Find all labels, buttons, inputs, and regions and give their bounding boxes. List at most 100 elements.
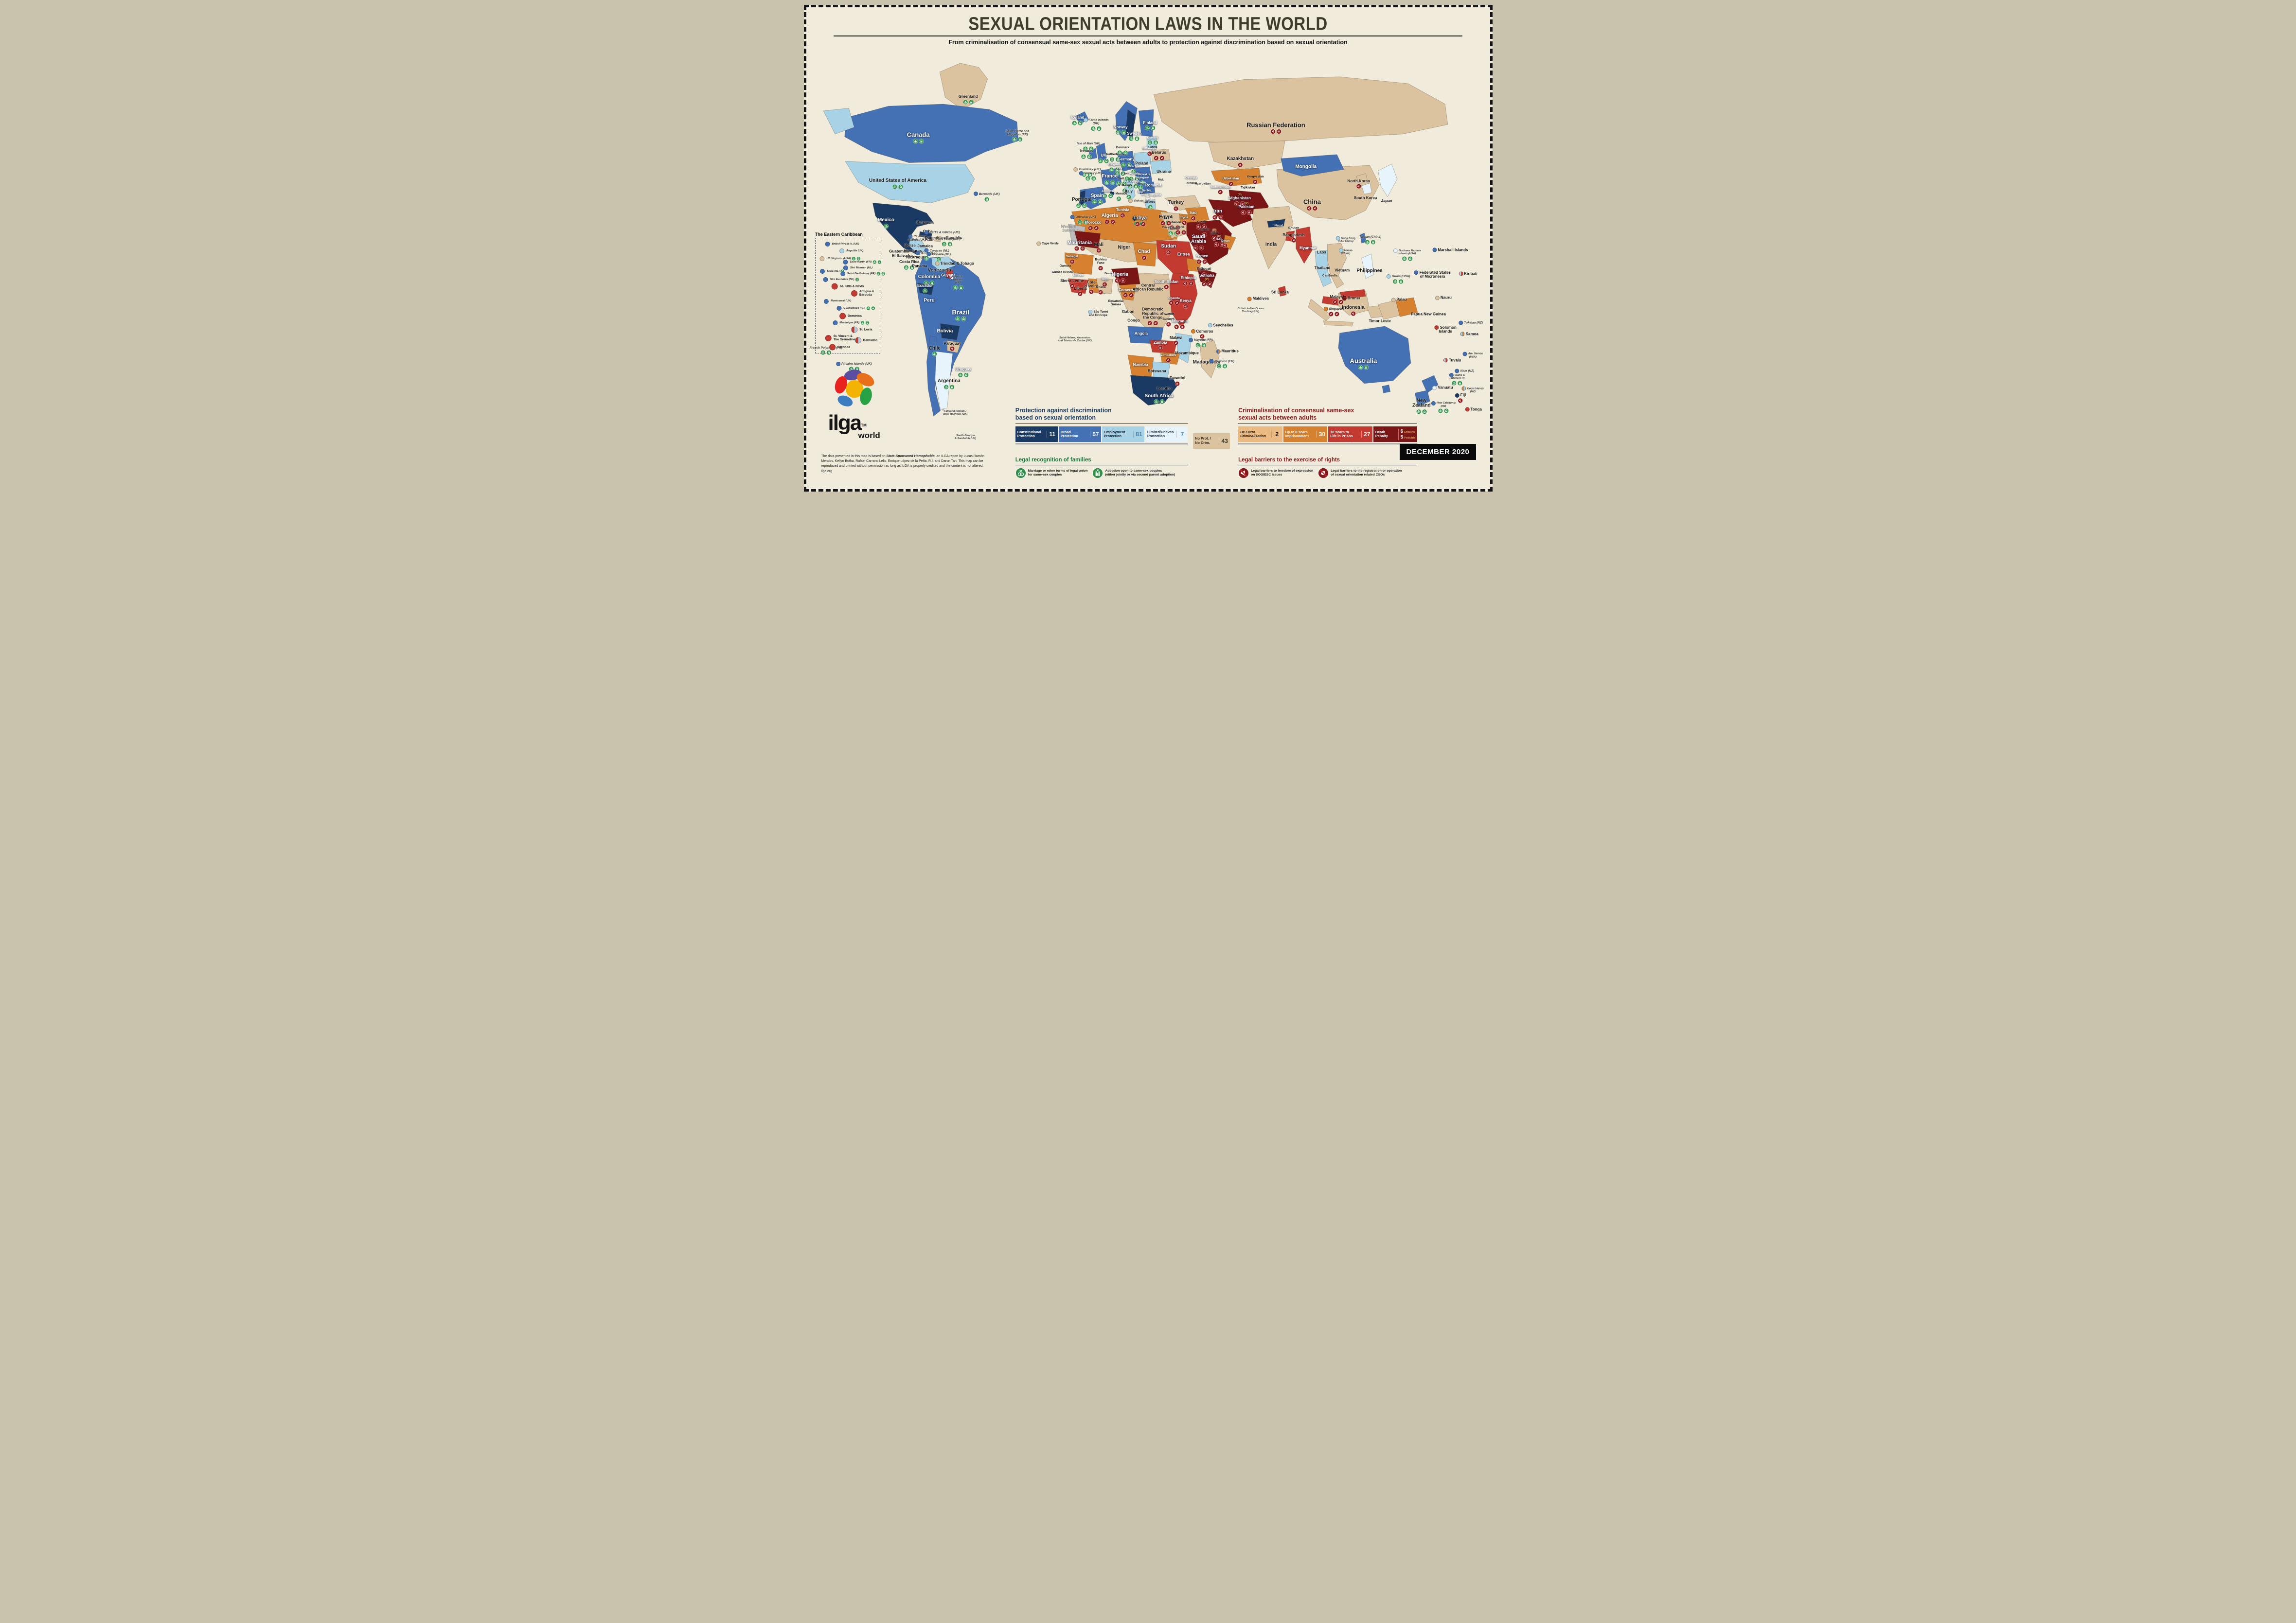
map-label-text: Palestine (1162, 226, 1174, 229)
logo-world: world (858, 430, 880, 440)
adoption-icon (871, 306, 875, 310)
map-label-morocco: Morocco (1085, 220, 1102, 230)
map-label-italy: Italy (1125, 190, 1133, 200)
attribution-pre: The data presented in this map is based … (821, 454, 887, 458)
map-label-cameroon: Cameroon (1119, 288, 1138, 298)
map-label-cayman: Cayman Islands (UK) (908, 234, 926, 242)
adoption-icon (1104, 158, 1109, 163)
map-label-text: Faroe Islands (DK) (1083, 118, 1109, 125)
no-expression-icon (1333, 300, 1338, 305)
status-dot (935, 261, 940, 266)
inset-entry-us-virgin-is-usa: US Virgin Is. (USA) (819, 256, 861, 262)
status-dot (823, 277, 828, 282)
map-label-text: Solomon Islands (1434, 325, 1457, 334)
attribution-post: , an ILGA report by Lucas Ramón Mendos, … (821, 454, 984, 473)
inset-entry-text: Saint Martin (FR) (850, 261, 872, 264)
map-label-macao: Macao (China) (1338, 248, 1353, 256)
map-label-south-georgia: South Georgia & Sandwich (UK) (955, 434, 976, 441)
no-cso-icon (1199, 334, 1205, 339)
adoption-icon (1422, 409, 1427, 414)
status-dot (1443, 358, 1448, 363)
map-label-text: K (1145, 194, 1147, 197)
no-cso-icon (1276, 129, 1281, 134)
legend-item-text: Marriage or other forms of legal union f… (1028, 469, 1088, 477)
legend-item-marriage-or-other-forms-of-legal-union: Marriage or other forms of legal union f… (1015, 468, 1088, 479)
map-label-text: Jersey (UK) (1079, 171, 1102, 176)
map-label-canada: Canada (907, 131, 930, 144)
map-label-text: Venezuela (927, 267, 951, 273)
map-label-sudan: Sudan (1161, 244, 1176, 255)
adoption-icon (968, 100, 974, 105)
map-label-el-salvador: El Salvador (892, 254, 913, 259)
map-label-cambodia: Cambodia (1322, 274, 1337, 278)
map-label-text: Guinea (1073, 273, 1084, 277)
map-label-text: Madagascar (1192, 359, 1221, 365)
adoption-icon (1092, 468, 1104, 479)
map-label-text: Saint Helena; Ascension and Tristan da C… (1058, 336, 1092, 342)
inset-entry-text: Sint Eustatius (NL) (830, 278, 854, 281)
no-cso-icon (1120, 278, 1125, 283)
map-label-ethiopia: Ethiopia (1181, 276, 1196, 286)
map-label-text: Niger (1118, 245, 1131, 250)
legend-item-adoption-open-to-same-sex-couples: Adoption open to same-sex couples (eithe… (1092, 468, 1175, 479)
map-label-israel: Israel (1168, 226, 1179, 236)
map-label-serbia: Serbia (1142, 189, 1152, 193)
marriage-icon (1114, 171, 1120, 176)
map-label-text: Western Sahara (1061, 224, 1077, 233)
map-label-namibia: Namibia (1133, 363, 1148, 368)
date-badge: DECEMBER 2020 (1399, 443, 1477, 460)
map-label-belgium: Belgium (1108, 163, 1121, 172)
map-label-text: Bahamas (916, 220, 934, 225)
adoption-icon (1123, 150, 1128, 156)
map-label-iran: Iran (1212, 209, 1223, 220)
map-label-text: Federated States of Micronesia (1414, 270, 1451, 279)
no-cso-icon (1110, 219, 1115, 224)
map-label-text: Taiwan (China) (1359, 235, 1382, 239)
map-label-bhutan: Bhutan (1288, 226, 1299, 230)
possible-death-penalty-marker: (P) (1212, 229, 1216, 232)
map-label-slovenia: Slovenia (1126, 179, 1139, 189)
adoption-icon (1096, 126, 1102, 131)
map-label-text: Côte d'Ivoire (1084, 280, 1098, 289)
map-label-text: Greece (1144, 200, 1156, 204)
status-dot (926, 252, 931, 257)
map-label-text: Chad (1138, 249, 1150, 255)
inset-entry-text: US Virgin Is. (USA) (826, 257, 851, 261)
status-dot (908, 234, 913, 239)
status-dot (839, 248, 844, 253)
adoption-icon (958, 285, 963, 290)
map-label-text: Aruba (NL) (915, 251, 937, 256)
map-label-text: Equatorial Guinea (1108, 300, 1124, 307)
marriage-icon (1138, 185, 1143, 190)
no-expression-icon (1120, 212, 1125, 218)
map-label-isle-of-man-uk: Isle of Man (UK) (1077, 142, 1100, 152)
legend-box-limited-uneven-protection: Limited/Uneven Protection 7 (1145, 426, 1188, 442)
no-cso-icon (1166, 220, 1172, 226)
map-label-s-o-tom: São Tomé and Príncipe (1088, 310, 1108, 318)
country-shape-hispaniola (933, 236, 941, 242)
status-dot (1386, 274, 1391, 279)
map-label-text: Bahrain (1199, 228, 1210, 231)
map-label-text: Paraguay (943, 341, 961, 346)
map-label-marshall-islands: Marshall Islands (1432, 248, 1468, 252)
map-label-text: Saudi Arabia (1191, 234, 1207, 245)
map-label-solomon: Solomon Islands (1434, 325, 1457, 334)
map-label-text: Eritrea (1177, 252, 1190, 257)
marriage-icon (962, 100, 968, 105)
map-label-hong-kong: Hong Kong (SAR China) (1335, 236, 1355, 243)
map-label-text: French Guyana (FR) (953, 275, 963, 284)
marriage-icon (1451, 381, 1457, 386)
status-dot (820, 269, 825, 274)
adoption-icon (1135, 136, 1140, 141)
map-label-indonesia: Indonesia (1342, 305, 1365, 317)
map-label-text: Japan (1381, 199, 1392, 204)
status-dot (1414, 270, 1419, 275)
marriage-icon (1102, 194, 1107, 199)
map-label-mol: Mol. (1158, 178, 1164, 182)
marriage-icon (1092, 199, 1097, 205)
map-label-equatorial: Equatorial Guinea (1108, 300, 1123, 307)
map-label-spain: Spain (1091, 194, 1104, 205)
marriage-icon (1116, 181, 1121, 186)
map-label-mongolia: Mongolia (1295, 164, 1317, 170)
map-label-text: Rwanda (1162, 312, 1175, 316)
